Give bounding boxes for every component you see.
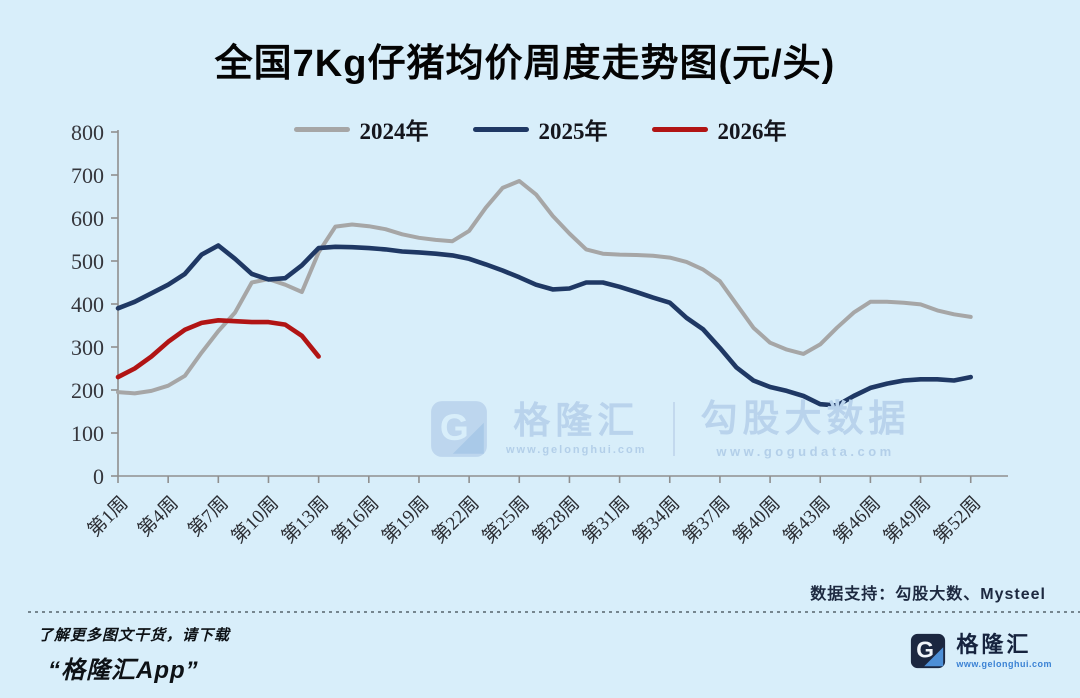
data-support-note: 数据支持：勾股大数、Mysteel [810,586,1046,603]
legend-item-2024年: 2024年 [293,112,429,146]
legend-label: 2026年 [717,119,787,144]
x-tick-label: 第16周 [327,492,383,548]
y-tick-label: 600 [71,206,104,231]
footer-dashed-divider [28,611,1080,613]
y-tick-label: 200 [71,378,104,403]
y-tick-label: 800 [71,120,104,145]
series-line-2026年 [115,318,321,380]
svg-text:G: G [440,406,469,448]
x-tick-label: 第52周 [929,492,985,548]
x-tick-label: 第43周 [779,492,835,548]
watermark-brand: 格隆汇 [513,400,640,441]
footer-promo-line1: 了解更多图文干货，请下载 [38,627,231,644]
x-tick-label: 第19周 [378,492,434,548]
y-tick-label: 300 [71,335,104,360]
x-tick-label: 第25周 [478,492,534,548]
legend-swatch [472,126,529,132]
legend-swatch [651,126,708,132]
x-tick-label: 第49周 [879,492,935,548]
gelonghui-logo-watermark-icon: G [431,401,487,457]
chart-title: 全国7Kg仔猪均价周度走势图(元/头) [214,43,836,85]
footer-promo-line2: “格隆汇App” [48,657,199,684]
watermark-product-url: www.gogudata.com [716,444,895,459]
center-watermark: G 格隆汇 www.gelonghui.com 勾股大数据 www.goguda… [428,398,911,460]
series-line-2024年 [116,179,973,396]
x-tick-label: 第46周 [829,492,885,548]
x-tick-label: 第7周 [184,492,233,541]
footer-brand-name: 格隆汇 [956,631,1032,657]
watermark-product-block: 勾股大数据 www.gogudata.com [701,400,911,458]
watermark-brand-block: 格隆汇 www.gelonghui.com [506,402,647,456]
x-tick-label: 第10周 [227,492,283,548]
series-line-2025年 [115,243,974,408]
x-tick-label: 第1周 [83,492,132,541]
legend-item-2026年: 2026年 [651,112,787,146]
y-tick-label: 100 [71,421,104,446]
watermark-product: 勾股大数据 [700,398,911,439]
legend-label: 2024年 [359,119,429,144]
x-tick-label: 第37周 [679,492,735,548]
svg-text:G: G [917,637,935,663]
x-tick-label: 第40周 [729,492,785,548]
x-tick-label: 第22周 [428,492,484,548]
y-tick-label: 400 [71,292,104,317]
x-tick-label: 第34周 [628,492,684,548]
x-tick-label: 第4周 [134,492,183,541]
legend-swatch [293,126,350,132]
footer-brand: G 格隆汇 www.gelonghui.com [909,632,1052,670]
legend: 2024年 2025年 2026年 [0,112,1080,146]
legend-label: 2025年 [538,119,608,144]
legend-item-2025年: 2025年 [472,112,608,146]
y-tick-label: 700 [71,163,104,188]
x-tick-label: 第31周 [578,492,634,548]
watermark-divider [672,402,675,456]
gelonghui-logo-icon: G [911,633,946,669]
watermark-brand-url: www.gelonghui.com [506,444,647,456]
footer-brand-url: www.gelonghui.com [956,658,1052,669]
y-tick-label: 0 [93,464,104,489]
footer-promo: 了解更多图文干货，请下载 “格隆汇App” [38,624,230,685]
y-tick-label: 500 [71,249,104,274]
x-tick-label: 第13周 [277,492,333,548]
x-tick-label: 第28周 [528,492,584,548]
